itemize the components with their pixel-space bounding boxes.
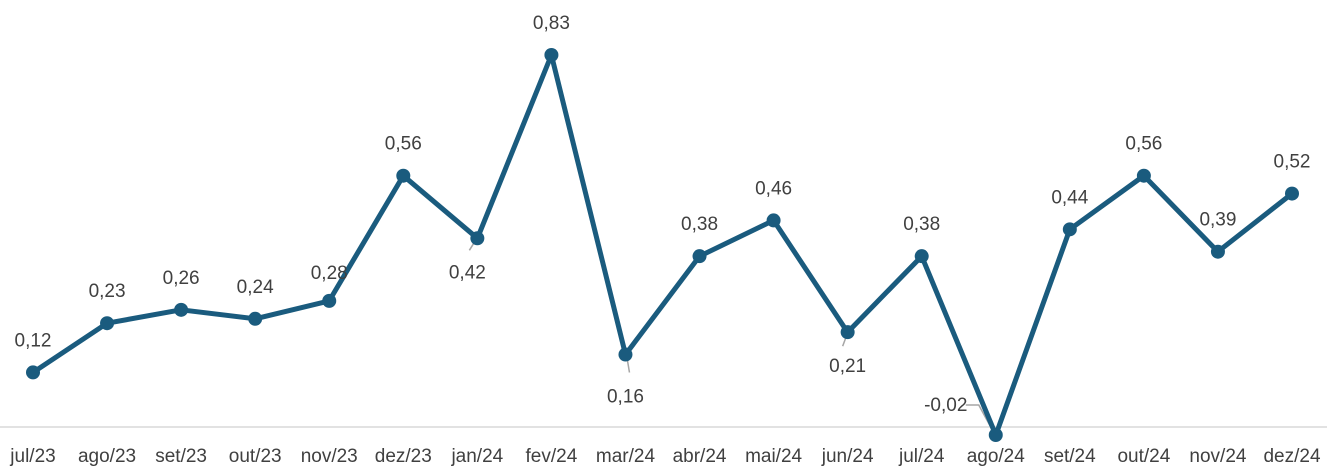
x-tick-fev-24: fev/24 <box>526 446 578 467</box>
x-tick-mar-24: mar/24 <box>596 446 656 467</box>
data-label-dez-24: 0,52 <box>1274 152 1311 173</box>
data-label-jul-24: 0,38 <box>903 214 940 235</box>
data-label-set-24: 0,44 <box>1051 187 1088 208</box>
data-label-ago-23: 0,23 <box>89 281 126 302</box>
data-point-dez-23 <box>396 168 411 183</box>
data-points <box>26 48 1299 442</box>
data-point-dez-24 <box>1285 186 1299 201</box>
data-label-fev-24: 0,83 <box>533 13 570 34</box>
data-point-jan-24 <box>470 231 485 246</box>
x-tick-ago-23: ago/23 <box>78 446 136 467</box>
data-labels: 0,12 0,23 0,26 0,24 0,28 0,56 0,42 0,83 0,16 0,38… <box>15 13 1311 416</box>
x-tick-jun-24: jun/24 <box>821 446 874 467</box>
x-tick-dez-23: dez/23 <box>375 446 432 467</box>
series-line <box>30 52 1295 438</box>
data-label-ago-24: -0,02 <box>924 395 967 416</box>
x-tick-jul-23: jul/23 <box>9 446 55 467</box>
x-tick-labels: jul/23 ago/23 set/23 out/23 nov/23 dez/23 jan/… <box>9 446 1321 467</box>
data-label-set-23: 0,26 <box>163 268 200 289</box>
data-label-jul-23: 0,12 <box>15 330 52 351</box>
x-tick-set-24: set/24 <box>1044 446 1096 467</box>
data-point-nov-23 <box>322 293 337 308</box>
data-point-set-23 <box>174 302 189 317</box>
data-label-dez-23: 0,56 <box>385 134 422 155</box>
data-point-jun-24 <box>840 325 855 340</box>
x-tick-jan-24: jan/24 <box>450 446 503 467</box>
leader-line-jun-24 <box>841 337 847 347</box>
data-label-out-23: 0,24 <box>237 277 274 298</box>
data-label-mai-24: 0,46 <box>755 178 792 199</box>
leader-line-mar-24 <box>626 360 631 373</box>
data-label-jun-24: 0,21 <box>829 356 866 377</box>
data-point-mai-24 <box>766 213 781 228</box>
data-point-jul-24 <box>914 249 929 264</box>
data-point-jul-23 <box>26 365 40 380</box>
data-label-out-24: 0,56 <box>1125 134 1162 155</box>
x-tick-ago-24: ago/24 <box>967 446 1026 467</box>
x-tick-out-23: out/23 <box>229 446 282 467</box>
data-label-jan-24: 0,42 <box>449 262 486 283</box>
data-point-out-24 <box>1136 168 1151 183</box>
data-label-abr-24: 0,38 <box>681 214 718 235</box>
data-point-nov-24 <box>1210 244 1225 259</box>
data-label-nov-23: 0,28 <box>311 263 348 284</box>
data-point-ago-23 <box>100 316 115 331</box>
data-point-mar-24 <box>618 347 633 362</box>
x-tick-mai-24: mai/24 <box>745 446 802 467</box>
data-label-mar-24: 0,16 <box>607 387 644 408</box>
data-point-out-23 <box>248 311 263 326</box>
x-tick-abr-24: abr/24 <box>673 446 727 467</box>
x-tick-set-23: set/23 <box>155 446 207 467</box>
data-point-abr-24 <box>692 249 707 264</box>
leader-lines <box>468 241 993 430</box>
data-point-ago-24 <box>988 428 1003 442</box>
x-tick-jul-24: jul/24 <box>898 446 945 467</box>
x-tick-out-24: out/24 <box>1117 446 1170 467</box>
data-point-fev-24 <box>544 48 559 62</box>
x-tick-nov-24: nov/24 <box>1189 446 1246 467</box>
data-point-set-24 <box>1062 222 1077 237</box>
x-tick-nov-23: nov/23 <box>301 446 358 467</box>
x-tick-dez-24: dez/24 <box>1263 446 1320 467</box>
data-label-nov-24: 0,39 <box>1199 210 1236 231</box>
